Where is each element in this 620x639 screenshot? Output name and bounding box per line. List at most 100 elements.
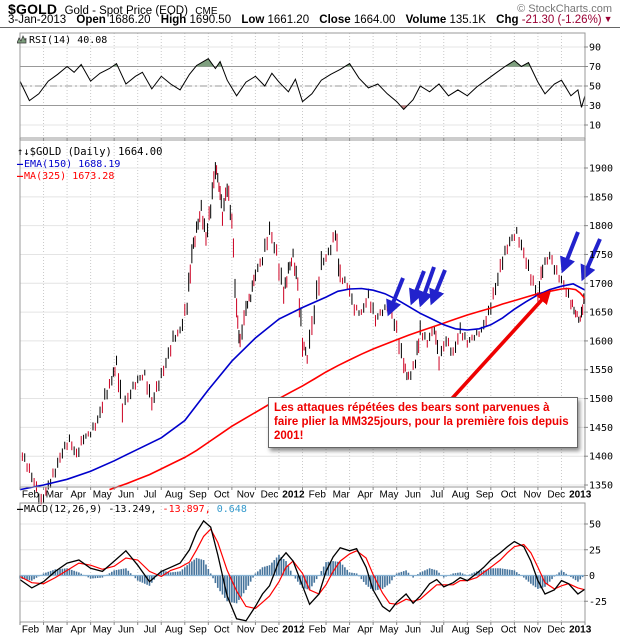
month-label: Sep <box>476 625 494 636</box>
month-label: Apr <box>71 625 87 636</box>
ema-line-swatch-icon: — <box>17 158 23 170</box>
low-value: 1661.20 <box>267 14 310 26</box>
ema-legend: EMA(150) 1688.19 <box>24 158 121 170</box>
macd-value: -13.249, <box>108 504 157 515</box>
month-label: Oct <box>501 625 517 636</box>
month-label: May <box>93 490 112 501</box>
last-price: 1664.00 <box>118 146 163 158</box>
close-label: Close <box>319 14 351 26</box>
rsi-line <box>19 58 586 111</box>
month-label: Aug <box>165 625 183 636</box>
red-callout-arrow <box>445 289 552 406</box>
svg-text:50: 50 <box>589 82 601 93</box>
quote-date: 3-Jan-2013 <box>8 14 67 26</box>
macd-panel <box>19 519 586 622</box>
blue-arrow <box>580 238 602 282</box>
month-label: Oct <box>214 625 230 636</box>
high-value: 1690.50 <box>189 14 232 26</box>
month-label: Jul <box>430 490 443 501</box>
macd-line-swatch-icon: — <box>17 504 23 515</box>
svg-text:10: 10 <box>589 121 601 132</box>
month-label: May <box>93 625 112 636</box>
month-label: Sep <box>476 490 494 501</box>
symbol-daily-label: $GOLD (Daily) <box>29 146 112 158</box>
ma325-line <box>109 287 586 491</box>
month-label: Oct <box>214 490 230 501</box>
svg-text:1500: 1500 <box>589 394 613 405</box>
svg-text:1600: 1600 <box>589 336 613 347</box>
rsi-value: 40.08 <box>77 35 108 46</box>
blue-arrow <box>409 270 426 306</box>
blue-attack-arrows <box>386 231 602 317</box>
month-label: Dec <box>547 490 565 501</box>
chart-header: $GOLD Gold - Spot Price (EOD) CME <box>8 1 218 17</box>
month-label: Nov <box>524 625 542 636</box>
month-label: Aug <box>165 490 183 501</box>
ma-line-swatch-icon: — <box>17 171 23 182</box>
blue-arrow <box>386 277 405 317</box>
month-label: Mar <box>333 490 351 501</box>
ma-legend: MA(325) 1673.28 <box>24 171 115 182</box>
change-label: Chg <box>496 14 519 26</box>
svg-text:1750: 1750 <box>589 250 613 261</box>
svg-text:1900: 1900 <box>589 164 613 175</box>
svg-text:1450: 1450 <box>589 423 613 434</box>
svg-text:30: 30 <box>589 101 601 112</box>
month-label: Feb <box>22 625 40 636</box>
svg-text:1700: 1700 <box>589 279 613 290</box>
quote-line: 3-Jan-2013 Open 1686.20 High 1690.50 Low… <box>8 14 613 26</box>
month-label: Mar <box>46 625 64 636</box>
month-label: Sep <box>189 625 207 636</box>
svg-text:1550: 1550 <box>589 365 613 376</box>
blue-arrow <box>560 231 580 274</box>
area-chart-icon <box>17 35 27 44</box>
open-label: Open <box>76 14 106 26</box>
svg-text:-25: -25 <box>589 597 607 608</box>
instrument-title: Gold - Spot Price (EOD) <box>64 5 188 17</box>
year-label: 2012 <box>282 490 305 501</box>
macd-hist-value: 0.648 <box>216 504 247 515</box>
ticker-symbol: $GOLD <box>8 1 58 17</box>
svg-text:1800: 1800 <box>589 221 613 232</box>
month-label: Dec <box>547 625 565 636</box>
triangle-down-icon: ▼ <box>603 14 613 24</box>
month-label: Mar <box>333 625 351 636</box>
volume-value: 135.1K <box>449 14 486 26</box>
month-label: May <box>380 490 399 501</box>
svg-text:90: 90 <box>589 43 601 54</box>
month-label: Aug <box>452 625 470 636</box>
year-label: 2012 <box>282 625 305 636</box>
rsi-legend: RSI(14) 40.08 <box>17 35 107 47</box>
svg-text:0: 0 <box>589 571 595 582</box>
rsi-panel <box>19 58 586 111</box>
macd-line <box>19 519 586 622</box>
macd-border <box>19 502 586 623</box>
open-value: 1686.20 <box>108 14 151 26</box>
updown-arrows-icon: ↑↓ <box>17 146 30 158</box>
low-label: Low <box>241 14 265 26</box>
price-legend: ↑↓$GOLD (Daily) 1664.00 — EMA(150) 1688.1… <box>17 146 162 184</box>
month-label: Oct <box>501 490 517 501</box>
rsi-overbought-fill <box>20 58 585 67</box>
change-value: -21.30 (-1.26%) <box>521 14 602 26</box>
macd-label: MACD(12,26,9) <box>24 504 103 515</box>
month-label: Apr <box>357 625 373 636</box>
price-panel <box>19 162 586 505</box>
month-label: Feb <box>309 625 327 636</box>
month-label: Jun <box>118 625 134 636</box>
high-label: High <box>160 14 187 26</box>
svg-text:1850: 1850 <box>589 192 613 203</box>
macd-histogram <box>19 554 584 604</box>
macd-signal-line <box>19 528 586 610</box>
year-label: 2013 <box>569 490 592 501</box>
month-label: Dec <box>261 625 279 636</box>
month-label: Aug <box>452 490 470 501</box>
month-label: Jun <box>405 625 421 636</box>
header-divider <box>0 27 620 28</box>
month-label: Nov <box>237 625 255 636</box>
month-label: Mar <box>46 490 64 501</box>
month-label: Nov <box>524 490 542 501</box>
month-label: Apr <box>357 490 373 501</box>
